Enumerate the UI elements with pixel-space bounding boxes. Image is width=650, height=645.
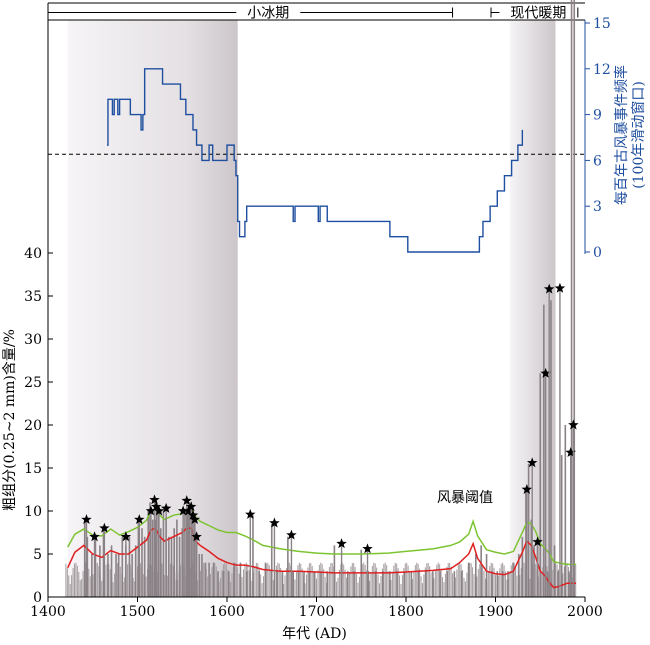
top-y-tick-label: 15 (593, 16, 611, 32)
storm-event-star (362, 543, 373, 554)
bottom-y-tick-label: 5 (33, 547, 42, 563)
storm-event-star (245, 508, 256, 519)
storm-event-star (81, 514, 92, 525)
storm-threshold-label: 风暴阈值 (437, 490, 493, 506)
top-y-tick-label: 0 (593, 245, 602, 261)
storm-event-star (160, 502, 172, 513)
storm-event-star (554, 282, 566, 293)
storm-event-star (286, 529, 297, 540)
x-tick-label: 1800 (388, 604, 424, 620)
storm-event-star (99, 522, 110, 533)
top-y-tick-label: 9 (593, 108, 602, 124)
x-tick-label: 1400 (30, 604, 66, 620)
top-y-tick-label: 12 (593, 62, 611, 78)
storm-event-star (187, 509, 199, 520)
x-tick-label: 1900 (478, 604, 514, 620)
storm-frequency-line (107, 68, 524, 253)
storm-event-star (89, 531, 100, 542)
storm-event-star (521, 484, 533, 494)
period-bar: 小冰期 现代暖期 (47, 2, 585, 22)
period-label-modern-warm-period: 现代暖期 (510, 6, 566, 22)
storm-event-star (181, 495, 192, 506)
storm-event-star (191, 531, 202, 542)
storm-event-star (565, 447, 576, 457)
bottom-y-tick-label: 20 (24, 418, 42, 434)
top-y-axis-label-window: (100年滑动窗口) (630, 81, 647, 189)
bottom-y-tick-label: 0 (33, 590, 42, 606)
storm-event-star (543, 283, 555, 294)
storm-event-star (568, 419, 579, 430)
x-tick-label: 1500 (120, 604, 156, 620)
x-tick-label: 1700 (299, 604, 335, 620)
period-shading (67, 20, 556, 597)
storm-event-star (336, 538, 347, 549)
storm-event-star (151, 501, 162, 512)
storm-frequency-panel: 0 3 6 9 12 15 (48, 16, 611, 261)
storm-event-star (532, 536, 543, 547)
coarse-fraction-panel: 0 5 10 15 20 25 30 35 40 (24, 0, 579, 606)
storm-event-star (153, 505, 165, 516)
storm-event-star (145, 505, 157, 516)
bottom-y-tick-label: 10 (24, 504, 42, 520)
storm-event-star (134, 514, 145, 525)
storm-event-star (177, 505, 189, 516)
storm-event-star (269, 517, 280, 528)
storm-event-star (149, 494, 160, 505)
storm-event-star (189, 514, 201, 525)
top-y-axis-label: 每百年古风暴事件频率 (613, 65, 630, 205)
storm-event-star (120, 531, 132, 542)
bottom-y-tick-label: 35 (24, 289, 42, 305)
x-axis-label: 年代 (AD) (282, 626, 347, 642)
top-y-tick-label: 6 (593, 153, 602, 169)
bottom-y-axis-label: 粗组分(0.25~2 mm)含量/% (2, 329, 18, 511)
bottom-y-tick-label: 30 (24, 332, 42, 348)
x-tick-label: 2000 (567, 604, 603, 620)
bottom-y-tick-label: 25 (24, 375, 42, 391)
bottom-y-tick-label: 40 (24, 246, 42, 262)
storm-event-star (185, 501, 197, 512)
x-axis: 1400 1500 1600 1700 1800 1900 2000 (30, 596, 603, 620)
storm-event-star (526, 457, 538, 468)
period-label-little-ice-age: 小冰期 (247, 6, 289, 22)
x-tick-label: 1600 (209, 604, 245, 620)
top-y-tick-label: 3 (593, 199, 602, 215)
storm-event-star (540, 367, 551, 378)
bottom-y-tick-label: 15 (24, 461, 42, 477)
